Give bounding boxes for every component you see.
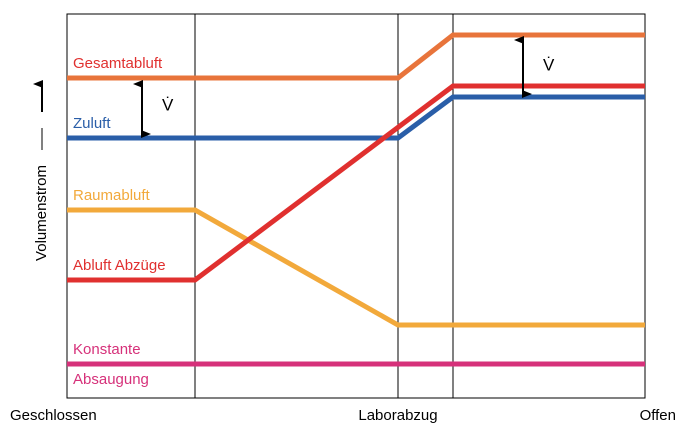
flow-label: V̇ [162,95,174,114]
curve-label: Gesamtabluft [73,55,163,72]
curve-label: Zuluft [73,115,111,132]
abluft-abzuege-line [67,83,645,283]
x-label: Geschlossen [10,407,97,424]
curve-label: Absaugung [73,371,149,388]
frame [66,13,646,399]
zuluft-line [67,94,645,141]
curve-label: Raumabluft [73,187,151,204]
flow-label: V̇ [543,55,555,74]
gesamtabluft-line [67,32,645,81]
curve-label: Abluft Abzüge [73,257,166,274]
y-axis-label: Volumenstrom [33,165,50,261]
raumabluft-line [67,207,645,328]
curve-label: Konstante [73,341,141,358]
x-label: Offen [640,407,676,424]
x-label: Laborabzug [358,407,437,424]
